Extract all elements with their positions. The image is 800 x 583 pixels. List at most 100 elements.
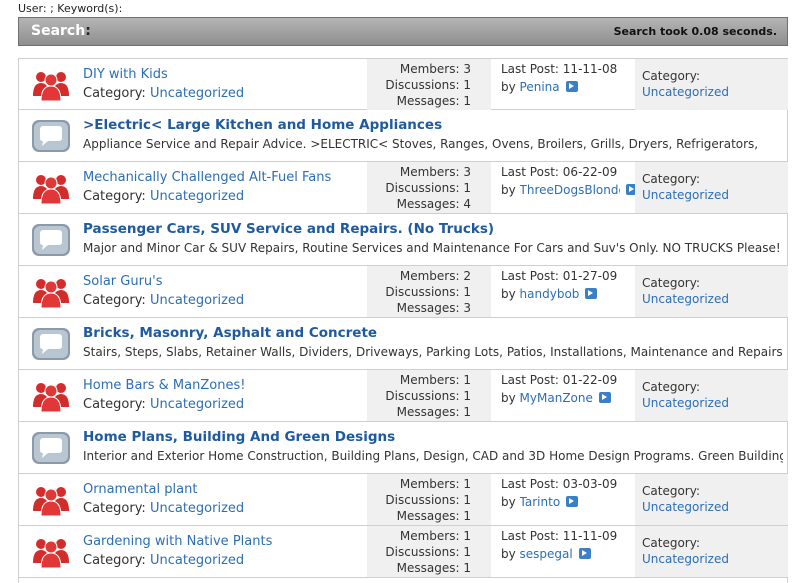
last-post-date: Last Post: 03-03-09 <box>501 477 618 491</box>
author-link[interactable]: MyManZone <box>519 391 593 405</box>
category-label: Category: <box>83 501 146 516</box>
category-column: Category: Uncategorized <box>635 59 788 110</box>
chatroom-description: Interior and Exterior Home Construction,… <box>83 449 783 463</box>
group-category: Category: Uncategorized <box>83 189 244 204</box>
category-label: Category: <box>83 86 146 101</box>
category-column-link[interactable]: Uncategorized <box>642 500 729 514</box>
group-title-link[interactable]: Home Bars & ManZones! <box>83 378 246 393</box>
category-label: Category: <box>83 189 146 204</box>
author-link[interactable]: Tarinto <box>519 495 561 509</box>
category-column-link[interactable]: Uncategorized <box>642 552 729 566</box>
chatroom-title-link[interactable]: >Electric< Large Kitchen and Home Applia… <box>83 117 443 133</box>
messages-count: Messages: 1 <box>396 561 471 575</box>
category-column-link[interactable]: Uncategorized <box>642 396 729 410</box>
last-post-info: Last Post: 11-11-08 by Penina <box>493 59 635 110</box>
speech-bubble-icon <box>31 431 71 465</box>
group-stats: Members: 2 Discussions: 1 Messages: 3 <box>367 266 491 317</box>
category-label: Category: <box>83 553 146 568</box>
last-post-date: Last Post: 11-11-08 <box>501 62 618 76</box>
messages-count: Messages: 4 <box>396 197 471 211</box>
messages-count: Messages: 1 <box>396 94 471 108</box>
discussions-count: Discussions: 1 <box>385 285 471 299</box>
go-to-post-icon[interactable] <box>566 496 579 507</box>
messages-count: Messages: 3 <box>396 301 471 315</box>
group-members-icon <box>31 535 71 569</box>
last-post-info: Last Post: 01-27-09 by handybob <box>493 266 635 317</box>
category-column-label: Category: <box>642 69 700 83</box>
chatroom-title-link[interactable]: Passenger Cars, SUV Service and Repairs.… <box>83 221 495 237</box>
category-column: Category: Uncategorized <box>635 474 788 525</box>
category-link[interactable]: Uncategorized <box>149 553 245 568</box>
category-column-label: Category: <box>642 172 700 186</box>
group-title-link[interactable]: DIY with Kids <box>83 67 168 82</box>
members-count: Members: 2 <box>399 269 471 283</box>
category-label: Category: <box>83 293 146 308</box>
last-post-date: Last Post: 06-22-09 <box>501 165 618 179</box>
last-post-date: Last Post: 01-27-09 <box>501 269 618 283</box>
group-row: Gardening with Native Plants Category: U… <box>18 526 788 578</box>
search-meta: User: ; Keyword(s): <box>18 2 123 15</box>
group-row: Ornamental plant Category: Uncategorized… <box>18 474 788 526</box>
group-stats: Members: 1 Discussions: 1 Messages: 1 <box>367 526 491 577</box>
author-link[interactable]: sespegal <box>519 547 573 561</box>
chatroom-description: Appliance Service and Repair Advice. >EL… <box>83 137 759 151</box>
group-row: Solar Guru's Category: Uncategorized Mem… <box>18 266 788 318</box>
group-title-link[interactable]: Solar Guru's <box>83 274 163 289</box>
author-link[interactable]: ThreeDogsBlonde <box>519 183 620 197</box>
group-title-link[interactable]: Mechanically Challenged Alt-Fuel Fans <box>83 170 332 185</box>
last-post-info: Last Post: 11-11-09 by sespegal <box>493 526 635 577</box>
category-column-link[interactable]: Uncategorized <box>642 188 729 202</box>
messages-count: Messages: 1 <box>396 405 471 419</box>
category-link[interactable]: Uncategorized <box>149 501 245 516</box>
group-stats: Members: 3 Discussions: 1 Messages: 4 <box>367 162 491 213</box>
author-link[interactable]: Penina <box>519 80 560 94</box>
chatroom-description: Major and Minor Car & SUV Repairs, Routi… <box>83 241 781 255</box>
category-column-link[interactable]: Uncategorized <box>642 292 729 306</box>
chatroom-title-link[interactable]: Bricks, Masonry, Asphalt and Concrete <box>83 325 378 341</box>
group-members-icon <box>31 483 71 517</box>
members-count: Members: 3 <box>399 165 471 179</box>
last-post-info: Last Post: 03-03-09 by Tarinto <box>493 474 635 525</box>
category-link[interactable]: Uncategorized <box>149 293 245 308</box>
discussions-count: Discussions: 1 <box>385 78 471 92</box>
members-count: Members: 1 <box>399 477 471 491</box>
group-title-link[interactable]: Ornamental plant <box>83 482 198 497</box>
discussions-count: Discussions: 1 <box>385 389 471 403</box>
chatroom-row: Home Plans, Building And Green Designs I… <box>18 422 788 474</box>
group-stats: Members: 3 Discussions: 1 Messages: 1 <box>367 59 491 110</box>
group-row: DIY with Kids Category: Uncategorized Me… <box>18 58 788 110</box>
author-link[interactable]: handybob <box>519 287 580 301</box>
members-count: Members: 3 <box>399 62 471 76</box>
category-link[interactable]: Uncategorized <box>149 86 245 101</box>
last-post-author: by ThreeDogsBlonde <box>501 181 635 199</box>
category-column-label: Category: <box>642 380 700 394</box>
messages-count: Messages: 1 <box>396 509 471 523</box>
go-to-post-icon[interactable] <box>625 184 635 195</box>
go-to-post-icon[interactable] <box>585 288 598 299</box>
group-row: Home Bars & ManZones! Category: Uncatego… <box>18 370 788 422</box>
go-to-post-icon[interactable] <box>598 392 611 403</box>
search-header-bar: Search: Search took 0.08 seconds. <box>18 17 788 46</box>
chatroom-row: >Electric< Large Kitchen and Home Applia… <box>18 110 788 162</box>
category-column: Category: Uncategorized <box>635 370 788 421</box>
results-list: DIY with Kids Category: Uncategorized Me… <box>18 58 788 583</box>
last-post-author: by Penina <box>501 78 635 96</box>
speech-bubble-icon <box>31 119 71 153</box>
category-column: Category: Uncategorized <box>635 162 788 213</box>
go-to-post-icon[interactable] <box>578 548 591 559</box>
category-column-link[interactable]: Uncategorized <box>642 85 729 99</box>
category-link[interactable]: Uncategorized <box>149 189 245 204</box>
members-count: Members: 1 <box>399 529 471 543</box>
go-to-post-icon[interactable] <box>565 81 578 92</box>
speech-bubble-icon <box>31 327 71 361</box>
last-post-info: Last Post: 01-22-09 by MyManZone <box>493 370 635 421</box>
group-stats: Members: 1 Discussions: 1 Messages: 1 <box>367 370 491 421</box>
chatroom-row: Passenger Cars, SUV Service and Repairs.… <box>18 214 788 266</box>
discussions-count: Discussions: 1 <box>385 493 471 507</box>
chatroom-title-link[interactable]: Home Plans, Building And Green Designs <box>83 429 396 445</box>
category-column-label: Category: <box>642 536 700 550</box>
last-post-info: Last Post: 06-22-09 by ThreeDogsBlonde <box>493 162 635 213</box>
category-link[interactable]: Uncategorized <box>149 397 245 412</box>
group-title-link[interactable]: Gardening with Native Plants <box>83 534 273 549</box>
group-members-icon <box>31 171 71 205</box>
